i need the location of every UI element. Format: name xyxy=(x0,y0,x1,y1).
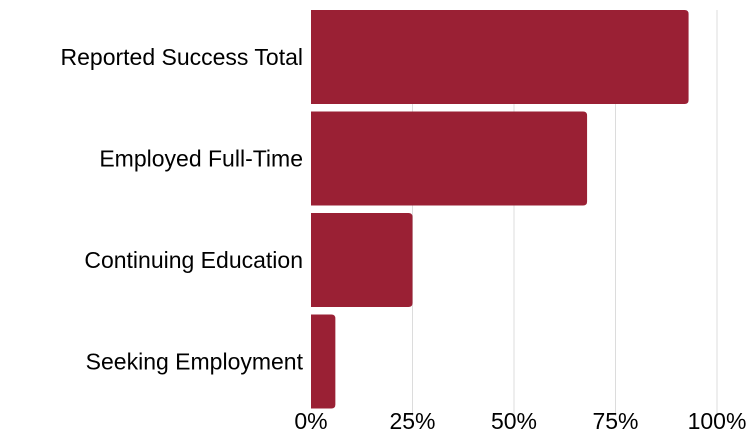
x-tick-label: 75% xyxy=(592,408,638,434)
x-tick-label: 0% xyxy=(294,408,327,434)
x-tick-label: 100% xyxy=(688,408,747,434)
category-label: Employed Full-Time xyxy=(99,146,303,172)
bar-reported-success-total xyxy=(311,10,689,104)
bar-continuing-education xyxy=(311,213,413,307)
x-axis-ticks: 0% 25% 50% 75% 100% xyxy=(294,408,746,434)
x-tick-label: 25% xyxy=(389,408,435,434)
category-label: Reported Success Total xyxy=(61,44,304,70)
category-labels: Reported Success Total Employed Full-Time… xyxy=(61,44,304,375)
bar-seeking-employment xyxy=(311,314,336,409)
category-label: Seeking Employment xyxy=(86,349,304,375)
bar-employed-full-time xyxy=(311,111,588,206)
category-label: Continuing Education xyxy=(84,247,303,273)
bars xyxy=(311,10,689,409)
x-tick-label: 50% xyxy=(491,408,537,434)
